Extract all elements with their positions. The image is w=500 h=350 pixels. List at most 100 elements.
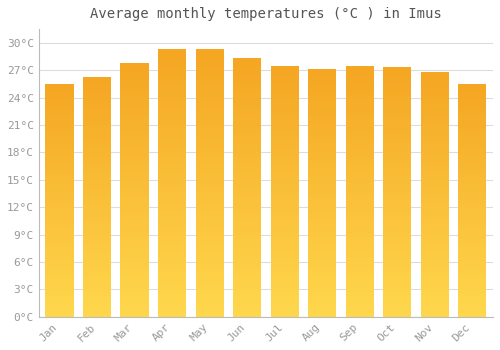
Bar xyxy=(421,203,449,206)
Bar xyxy=(270,112,299,116)
Bar xyxy=(308,284,336,288)
Bar xyxy=(458,115,486,119)
Bar xyxy=(233,278,261,282)
Bar xyxy=(120,207,148,211)
Bar xyxy=(346,74,374,78)
Bar xyxy=(83,93,111,97)
Bar xyxy=(383,196,412,201)
Bar xyxy=(458,251,486,255)
Bar xyxy=(458,305,486,309)
Bar xyxy=(46,301,74,305)
Bar xyxy=(270,124,299,128)
Bar xyxy=(383,300,412,304)
Bar xyxy=(83,241,111,245)
Bar xyxy=(458,208,486,212)
Bar xyxy=(196,134,224,138)
Bar xyxy=(120,181,148,186)
Bar xyxy=(46,255,74,259)
Bar xyxy=(46,166,74,169)
Bar xyxy=(83,221,111,225)
Bar xyxy=(196,196,224,201)
Bar xyxy=(233,209,261,214)
Bar xyxy=(458,92,486,96)
Bar xyxy=(421,231,449,235)
Bar xyxy=(233,274,261,278)
Bar xyxy=(270,86,299,91)
Bar xyxy=(458,309,486,313)
Bar xyxy=(346,279,374,283)
Bar xyxy=(233,76,261,80)
Bar xyxy=(458,193,486,196)
Bar xyxy=(308,94,336,98)
Bar xyxy=(270,78,299,82)
Bar xyxy=(346,254,374,258)
Bar xyxy=(458,266,486,270)
Bar xyxy=(196,116,224,120)
Bar xyxy=(270,82,299,86)
Bar xyxy=(383,172,412,175)
Bar xyxy=(233,153,261,158)
Bar xyxy=(46,142,74,146)
Bar xyxy=(458,294,486,298)
Bar xyxy=(120,122,148,126)
Bar xyxy=(458,142,486,146)
Bar xyxy=(83,113,111,117)
Bar xyxy=(196,71,224,76)
Bar xyxy=(233,175,261,179)
Bar xyxy=(383,192,412,196)
Bar xyxy=(458,274,486,278)
Bar xyxy=(46,259,74,262)
Bar xyxy=(233,97,261,101)
Bar xyxy=(458,228,486,231)
Bar xyxy=(158,214,186,219)
Bar xyxy=(346,283,374,287)
Bar xyxy=(46,158,74,161)
Bar xyxy=(421,84,449,88)
Bar xyxy=(383,130,412,134)
Bar xyxy=(458,270,486,274)
Bar xyxy=(120,292,148,296)
Bar xyxy=(458,107,486,111)
Bar xyxy=(383,97,412,101)
Bar xyxy=(383,313,412,317)
Bar xyxy=(196,54,224,58)
Bar xyxy=(83,281,111,285)
Bar xyxy=(421,313,449,317)
Bar xyxy=(158,67,186,71)
Bar xyxy=(158,98,186,103)
Bar xyxy=(270,183,299,187)
Bar xyxy=(346,208,374,212)
Bar xyxy=(120,105,148,110)
Bar xyxy=(421,309,449,313)
Bar xyxy=(458,231,486,235)
Bar xyxy=(196,143,224,147)
Bar xyxy=(83,289,111,293)
Bar xyxy=(421,301,449,304)
Bar xyxy=(308,251,336,255)
Bar xyxy=(458,247,486,251)
Bar xyxy=(346,124,374,128)
Bar xyxy=(308,90,336,94)
Bar xyxy=(120,249,148,253)
Bar xyxy=(120,169,148,173)
Bar xyxy=(421,264,449,268)
Bar xyxy=(421,88,449,92)
Bar xyxy=(308,160,336,164)
Bar xyxy=(346,187,374,191)
Bar xyxy=(270,199,299,204)
Bar xyxy=(120,253,148,258)
Bar xyxy=(421,141,449,146)
Bar xyxy=(308,173,336,176)
Bar xyxy=(270,225,299,229)
Bar xyxy=(233,231,261,235)
Bar xyxy=(120,266,148,270)
Bar xyxy=(83,225,111,229)
Bar xyxy=(458,286,486,290)
Bar xyxy=(158,188,186,192)
Title: Average monthly temperatures (°C ) in Imus: Average monthly temperatures (°C ) in Im… xyxy=(90,7,442,21)
Bar xyxy=(158,103,186,107)
Bar xyxy=(308,292,336,296)
Bar xyxy=(270,229,299,233)
Bar xyxy=(83,185,111,189)
Bar xyxy=(233,308,261,313)
